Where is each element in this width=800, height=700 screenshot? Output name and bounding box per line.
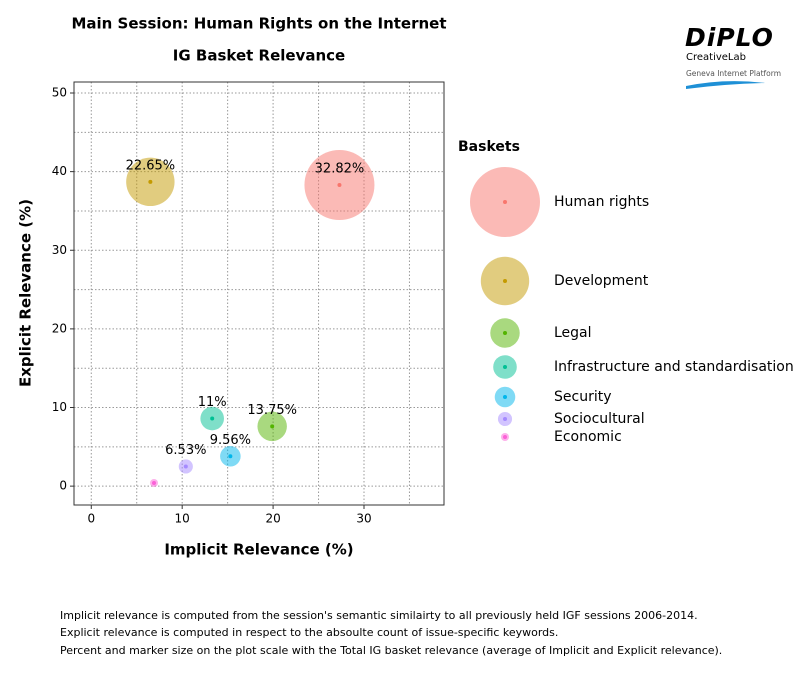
legend-title: Baskets: [458, 139, 520, 155]
y-tick-label: 40: [52, 164, 67, 178]
chart-title: Main Session: Human Rights on the Intern…: [71, 15, 446, 33]
data-label: 9.56%: [210, 433, 251, 448]
y-tick-label: 30: [52, 243, 67, 257]
bubble-center: [148, 179, 153, 184]
footnote: Percent and marker size on the plot scal…: [60, 644, 722, 657]
legend-symbol-center: [503, 200, 507, 204]
bubble-center: [337, 182, 342, 187]
bubble-center: [270, 424, 275, 429]
legend-label: Infrastructure and standardisation: [554, 359, 794, 375]
legend-symbol-center: [503, 331, 507, 335]
legend-symbol-center: [503, 417, 507, 421]
data-label: 6.53%: [165, 443, 206, 458]
data-label: 32.82%: [315, 161, 365, 176]
x-axis-title: Implicit Relevance (%): [164, 541, 353, 559]
y-tick-label: 0: [59, 479, 67, 493]
bubble-center: [228, 454, 233, 459]
chart-subtitle: IG Basket Relevance: [173, 47, 345, 65]
footnote: Explicit relevance is computed in respec…: [60, 626, 558, 639]
footnotes: Implicit relevance is computed from the …: [60, 609, 722, 657]
x-tick-label: 0: [87, 512, 95, 526]
plot-frame: [73, 81, 445, 506]
data-label: 22.65%: [126, 158, 176, 173]
bubble-center: [152, 480, 156, 485]
legend-label: Security: [554, 389, 612, 405]
legend-label: Economic: [554, 429, 622, 445]
logo: DiPLO CreativeLab Geneva Internet Platfo…: [685, 23, 781, 89]
legend-symbol-center: [503, 395, 507, 399]
legend-symbol-center: [503, 279, 507, 283]
y-tick-label: 10: [52, 400, 67, 414]
x-tick-label: 20: [265, 512, 280, 526]
y-tick-label: 20: [52, 321, 67, 335]
logo-lab: CreativeLab: [686, 52, 746, 63]
footnote: Implicit relevance is computed from the …: [60, 609, 698, 622]
legend-label: Legal: [554, 325, 592, 341]
logo-swoosh: [686, 81, 765, 89]
legend-label: Development: [554, 273, 649, 289]
data-label: 11%: [198, 395, 227, 410]
legend-label: Human rights: [554, 194, 649, 210]
legend-symbol-center: [503, 435, 507, 439]
x-tick-label: 10: [175, 512, 190, 526]
bubble-center: [183, 464, 188, 469]
logo-brand: DiPLO: [685, 23, 774, 52]
bubble-center: [210, 416, 215, 421]
logo-platform: Geneva Internet Platform: [686, 69, 781, 78]
y-tick-label: 50: [52, 86, 67, 100]
legend-label: Sociocultural: [554, 411, 645, 427]
legend-symbol-center: [503, 365, 507, 369]
x-tick-label: 30: [356, 512, 371, 526]
y-axis-title: Explicit Relevance (%): [17, 199, 35, 387]
data-label: 13.75%: [247, 403, 297, 418]
